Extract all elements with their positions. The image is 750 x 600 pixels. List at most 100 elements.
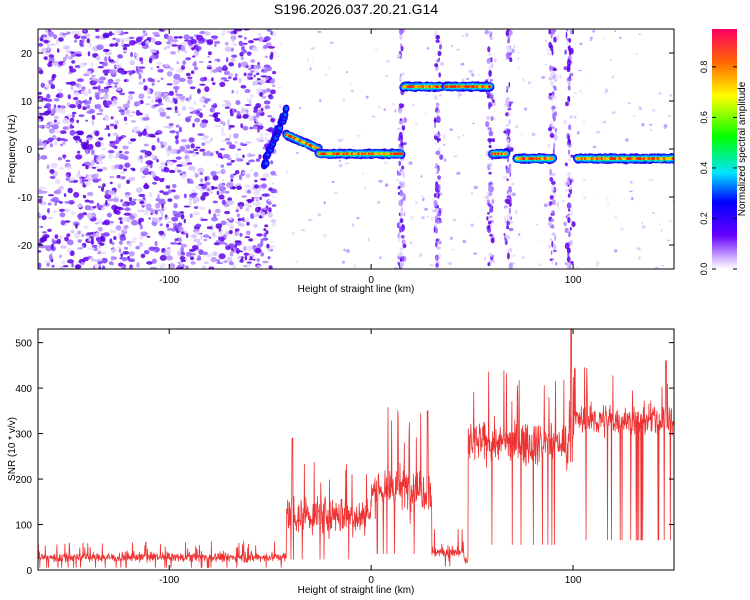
noise-speck xyxy=(450,236,453,240)
noise-speck xyxy=(260,240,264,247)
colorbar-tick-label: 0.4 xyxy=(699,162,709,175)
noise-speck xyxy=(118,153,126,160)
noise-speck xyxy=(96,165,100,169)
noise-speck xyxy=(230,248,234,251)
noise-speck xyxy=(166,45,171,49)
noise-speck xyxy=(39,112,47,116)
noise-speck xyxy=(275,174,278,177)
noise-speck xyxy=(88,88,92,95)
noise-speck xyxy=(194,173,199,178)
noise-speck xyxy=(258,79,265,85)
streak-speck xyxy=(438,72,442,78)
noise-speck xyxy=(611,111,616,114)
noise-speck xyxy=(159,190,164,193)
noise-speck xyxy=(351,223,355,227)
noise-speck xyxy=(38,244,46,249)
noise-speck xyxy=(207,51,212,56)
streak-speck xyxy=(491,138,496,143)
noise-speck xyxy=(150,49,157,54)
noise-speck xyxy=(90,132,94,136)
noise-speck xyxy=(215,223,223,230)
streak-speck xyxy=(552,148,555,155)
noise-speck xyxy=(221,32,225,36)
noise-speck xyxy=(192,55,196,58)
noise-speck xyxy=(203,238,208,242)
noise-speck xyxy=(168,90,175,96)
noise-speck xyxy=(278,86,282,89)
noise-speck xyxy=(173,202,178,209)
noise-speck xyxy=(152,31,160,35)
noise-speck xyxy=(94,93,100,99)
noise-speck xyxy=(638,33,641,36)
noise-speck xyxy=(71,114,75,118)
noise-speck xyxy=(99,108,104,113)
noise-speck xyxy=(86,104,91,110)
streak-speck xyxy=(567,193,571,198)
noise-speck xyxy=(56,137,62,142)
streak-speck xyxy=(506,89,508,93)
noise-speck xyxy=(121,202,127,207)
track-core xyxy=(671,157,674,160)
noise-speck xyxy=(221,132,226,136)
noise-speck xyxy=(345,249,350,253)
noise-speck xyxy=(135,36,143,43)
noise-speck xyxy=(149,266,158,269)
noise-speck xyxy=(248,40,254,44)
noise-speck xyxy=(139,57,143,62)
noise-speck xyxy=(46,93,51,99)
streak-speck xyxy=(436,213,442,217)
noise-speck xyxy=(231,54,238,58)
noise-speck xyxy=(148,217,151,220)
noise-speck xyxy=(139,224,143,230)
noise-speck xyxy=(260,211,266,217)
noise-speck xyxy=(165,100,173,103)
noise-speck xyxy=(59,266,64,269)
noise-speck xyxy=(231,37,235,43)
noise-speck xyxy=(92,86,99,90)
noise-speck xyxy=(48,54,55,58)
noise-speck xyxy=(91,77,97,81)
noise-speck xyxy=(107,150,115,154)
noise-speck xyxy=(156,80,161,83)
noise-speck xyxy=(38,262,42,269)
noise-speck xyxy=(517,57,520,61)
noise-speck xyxy=(611,75,614,79)
noise-speck xyxy=(265,230,269,235)
noise-speck xyxy=(115,64,120,69)
noise-speck xyxy=(46,262,50,267)
noise-speck xyxy=(257,36,264,42)
noise-speck xyxy=(199,206,206,210)
noise-speck xyxy=(201,142,206,146)
noise-speck xyxy=(50,162,58,169)
noise-speck xyxy=(76,150,81,154)
noise-speck xyxy=(96,252,102,255)
streak-speck xyxy=(488,69,492,77)
streak-speck xyxy=(399,222,402,228)
spectrogram-y-tick-label: -10 xyxy=(18,193,33,204)
streak-speck xyxy=(399,261,404,269)
noise-speck xyxy=(261,183,268,189)
noise-speck xyxy=(151,98,155,104)
noise-speck xyxy=(91,119,95,126)
streak-speck xyxy=(506,189,509,195)
noise-speck xyxy=(180,213,185,220)
noise-speck xyxy=(223,153,231,159)
noise-speck xyxy=(45,103,52,108)
noise-speck xyxy=(522,78,525,82)
streak-speck xyxy=(402,243,407,249)
noise-speck xyxy=(244,37,247,40)
noise-speck xyxy=(199,77,206,82)
noise-speck xyxy=(641,221,644,225)
noise-speck xyxy=(605,197,610,200)
streak-speck xyxy=(433,226,436,233)
noise-speck xyxy=(169,125,174,129)
streak-speck xyxy=(508,207,511,215)
noise-speck xyxy=(457,95,460,99)
noise-speck xyxy=(239,52,244,57)
noise-speck xyxy=(378,179,383,183)
noise-speck xyxy=(116,134,119,141)
noise-speck xyxy=(420,195,425,198)
noise-speck xyxy=(512,254,516,258)
noise-speck xyxy=(668,219,672,223)
noise-speck xyxy=(124,151,130,155)
